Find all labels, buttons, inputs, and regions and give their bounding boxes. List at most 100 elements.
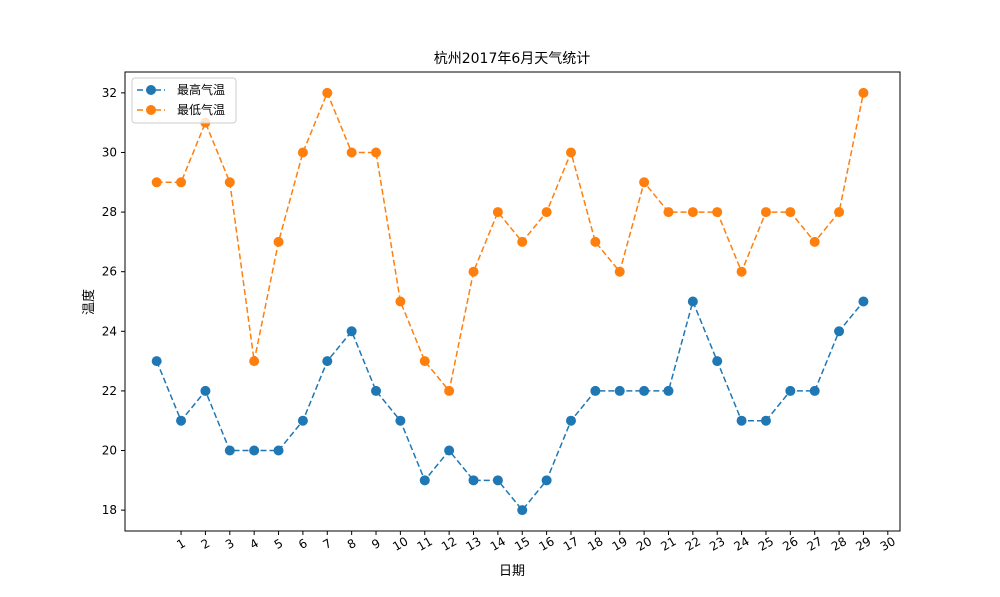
data-point xyxy=(712,356,723,367)
y-axis-label: 温度 xyxy=(81,289,97,315)
data-point xyxy=(419,356,430,367)
x-tick-label: 13 xyxy=(463,534,483,554)
data-point xyxy=(614,266,625,277)
data-point xyxy=(419,475,430,486)
data-point xyxy=(395,415,406,426)
x-tick-label: 16 xyxy=(537,534,557,554)
data-point xyxy=(809,385,820,396)
legend-marker xyxy=(146,105,156,115)
data-point xyxy=(736,415,747,426)
data-point xyxy=(712,207,723,218)
data-point xyxy=(151,177,162,188)
x-tick-label: 18 xyxy=(585,534,605,554)
data-point xyxy=(541,207,552,218)
series-line xyxy=(156,90,865,393)
x-tick-label: 24 xyxy=(731,534,751,554)
x-axis: 1 2 3 4 5 6 7 8 9 10 11 12 13 14 15 16 17 18 19 20 21 22 23 24 2… xyxy=(174,531,898,554)
y-tick-label: 22 xyxy=(102,384,117,398)
y-tick-label: 32 xyxy=(102,86,117,100)
x-axis-label: 日期 xyxy=(499,564,525,579)
x-tick-label: 17 xyxy=(561,534,581,554)
data-point xyxy=(468,266,479,277)
y-tick-label: 24 xyxy=(102,324,117,338)
x-tick-label: 7 xyxy=(320,536,334,552)
x-tick-label: 2 xyxy=(199,536,213,552)
data-point xyxy=(834,207,845,218)
series-1 xyxy=(151,87,869,396)
legend-label: 最高气温 xyxy=(177,82,225,97)
data-point xyxy=(760,415,771,426)
y-tick-label: 30 xyxy=(102,145,117,159)
x-tick-label: 21 xyxy=(658,534,678,554)
x-tick-label: 20 xyxy=(634,534,654,554)
x-tick-label: 29 xyxy=(853,534,873,554)
data-point xyxy=(687,296,698,307)
data-point xyxy=(760,207,771,218)
data-point xyxy=(346,326,357,337)
data-point xyxy=(371,147,382,158)
x-tick-label: 10 xyxy=(390,534,410,554)
chart-title: 杭州2017年6月天气统计 xyxy=(434,51,591,67)
data-point xyxy=(395,296,406,307)
x-tick-label: 9 xyxy=(369,536,383,552)
x-tick-label: 8 xyxy=(345,536,359,552)
data-point xyxy=(224,445,235,456)
data-point xyxy=(614,385,625,396)
data-point xyxy=(444,445,455,456)
x-tick-label: 3 xyxy=(223,536,237,552)
data-point xyxy=(517,236,528,247)
data-point xyxy=(541,475,552,486)
x-tick-label: 25 xyxy=(756,534,776,554)
x-tick-label: 4 xyxy=(247,536,261,552)
x-tick-label: 11 xyxy=(415,534,435,554)
y-tick-label: 26 xyxy=(102,265,117,279)
data-point xyxy=(663,385,674,396)
data-point xyxy=(590,385,601,396)
data-point xyxy=(468,475,479,486)
series-layer xyxy=(151,87,869,516)
data-point xyxy=(834,326,845,337)
x-tick-label: 27 xyxy=(805,534,825,554)
x-tick-label: 1 xyxy=(174,536,188,552)
data-point xyxy=(249,445,260,456)
x-tick-label: 14 xyxy=(488,534,508,554)
data-point xyxy=(297,147,308,158)
data-point xyxy=(322,356,333,367)
data-point xyxy=(346,147,357,158)
x-tick-label: 23 xyxy=(707,534,727,554)
data-point xyxy=(444,385,455,396)
data-point xyxy=(565,415,576,426)
data-point xyxy=(224,177,235,188)
y-axis: 18 20 22 24 26 28 30 32 xyxy=(102,86,125,517)
x-tick-label: 5 xyxy=(272,536,286,552)
data-point xyxy=(273,236,284,247)
data-point xyxy=(785,207,796,218)
data-point xyxy=(176,415,187,426)
y-tick-label: 20 xyxy=(102,444,117,458)
y-tick-label: 18 xyxy=(102,503,117,517)
data-point xyxy=(590,236,601,247)
x-tick-label: 12 xyxy=(439,534,459,554)
data-point xyxy=(249,356,260,367)
data-point xyxy=(858,87,869,98)
x-tick-label: 30 xyxy=(878,534,898,554)
x-tick-label: 22 xyxy=(683,534,703,554)
x-tick-label: 15 xyxy=(512,534,532,554)
data-point xyxy=(297,415,308,426)
x-tick-label: 19 xyxy=(610,534,630,554)
data-point xyxy=(785,385,796,396)
data-point xyxy=(663,207,674,218)
data-point xyxy=(371,385,382,396)
plot-area-frame xyxy=(124,71,901,532)
series-0 xyxy=(151,296,869,516)
data-point xyxy=(492,475,503,486)
data-point xyxy=(809,236,820,247)
data-point xyxy=(565,147,576,158)
data-point xyxy=(639,177,650,188)
data-point xyxy=(492,207,503,218)
y-tick-label: 28 xyxy=(102,205,117,219)
legend-marker xyxy=(146,85,156,95)
data-point xyxy=(687,207,698,218)
